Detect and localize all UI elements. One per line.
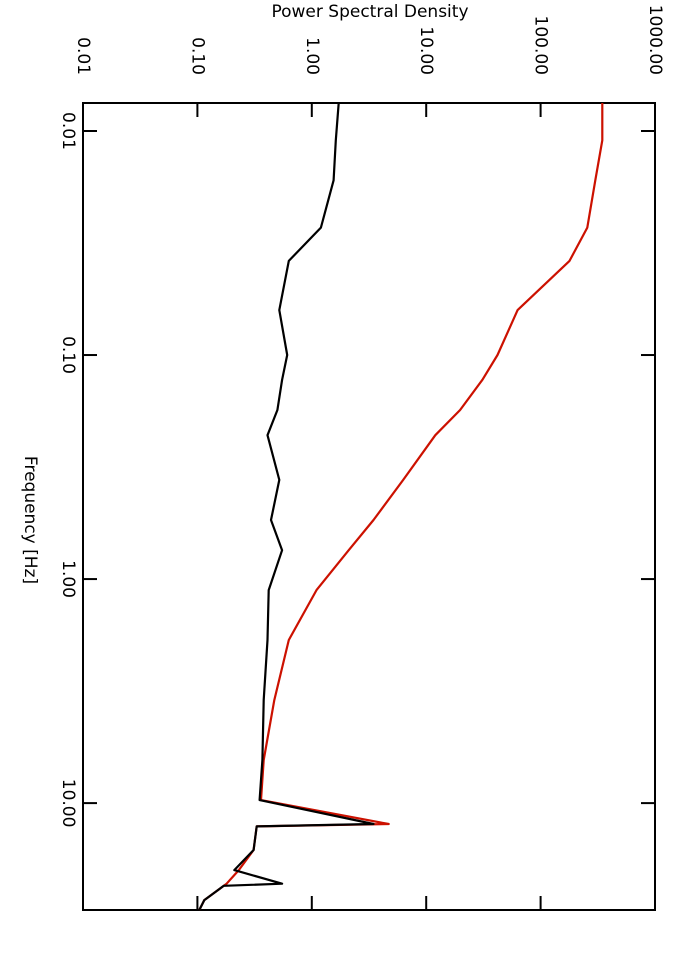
y-tick-label: 0.01 [73, 37, 93, 75]
y-tick-label: 1000.00 [645, 5, 665, 75]
chart-title: Power Spectral Density [271, 2, 468, 22]
series-line [198, 102, 375, 911]
y-tick-label: 1.00 [302, 37, 322, 75]
x-tick-label: 0.01 [58, 112, 78, 150]
x-tick-label: 1.00 [58, 560, 78, 598]
y-tick-label: 0.10 [187, 37, 207, 75]
x-tick-label: 0.10 [58, 336, 78, 374]
plot-frame [82, 102, 656, 911]
x-tick-label: 10.00 [58, 779, 78, 828]
series-line [198, 103, 604, 911]
x-axis-label: Frequency [Hz] [20, 456, 40, 584]
y-tick-label: 10.00 [416, 26, 436, 75]
y-tick-label: 100.00 [531, 16, 551, 75]
